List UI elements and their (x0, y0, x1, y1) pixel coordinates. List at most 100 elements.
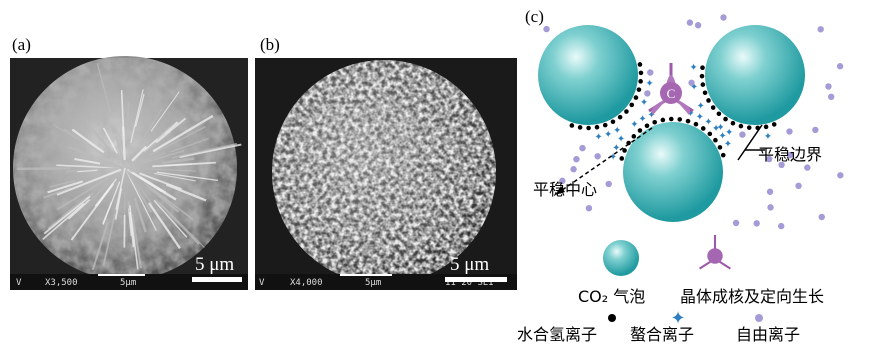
hydronium-dot (721, 153, 726, 158)
legend-label: 螯合离子 (630, 325, 694, 344)
chelate-star: ✦ (594, 132, 602, 143)
hydronium-dot (717, 112, 722, 117)
hydronium-dot (595, 125, 600, 130)
free-ion (687, 19, 693, 25)
legend-label: 水合氢离子 (517, 325, 597, 344)
hydronium-dot (731, 121, 736, 126)
free-ion (828, 94, 834, 100)
free-ion (644, 90, 650, 96)
hydronium-dot (772, 122, 777, 127)
free-ion (818, 26, 824, 32)
chelate-star: ✦ (617, 134, 625, 145)
free-ion (733, 220, 739, 226)
info-text: X3,500 (45, 278, 78, 288)
free-ion (767, 204, 773, 210)
hydronium-dot (713, 138, 718, 143)
crystal-letter: C (667, 86, 676, 101)
legend-hydronium (608, 314, 616, 322)
free-ion (812, 127, 818, 133)
free-ion (573, 156, 579, 162)
hydronium-dot (711, 105, 716, 110)
free-ion (825, 83, 831, 89)
free-ion (786, 128, 792, 134)
chelate-star: ✦ (724, 139, 732, 150)
free-ion (804, 164, 810, 170)
hydronium-dot (700, 74, 705, 79)
bubble (705, 25, 805, 125)
hydronium-dot (700, 65, 705, 70)
chelate-star: ✦ (764, 132, 772, 143)
hydronium-dot (706, 98, 711, 103)
free-ion (778, 223, 784, 229)
free-ion (767, 189, 773, 195)
hydronium-dot (618, 115, 623, 120)
chelate-star: ✦ (696, 101, 704, 112)
legend-crystal (700, 235, 731, 269)
free-ion (837, 172, 843, 178)
bubble (538, 25, 638, 125)
scale-label: 5 μm (195, 254, 234, 275)
free-ion (688, 80, 694, 86)
scale-bar (192, 277, 242, 282)
free-ion (837, 63, 843, 69)
panel-label: (b) (260, 35, 280, 54)
free-ion (795, 183, 801, 189)
hydronium-dot (669, 117, 674, 122)
chelate-star: ✦ (640, 97, 648, 108)
info-text: 5μm (120, 278, 136, 288)
free-ion (594, 153, 600, 159)
center-label: 平稳中心 (533, 180, 597, 199)
hydronium-dot (586, 126, 591, 131)
hydronium-dot (739, 124, 744, 129)
panel-label: (a) (12, 35, 31, 54)
hydronium-dot (629, 103, 634, 108)
hydronium-dot (701, 82, 706, 87)
hydronium-dot (677, 117, 682, 122)
info-text: V (259, 278, 265, 288)
hydronium-dot (632, 134, 637, 139)
panel-label: (c) (525, 7, 544, 26)
hydronium-dot (638, 62, 643, 67)
boundary-label: 平稳边界 (758, 145, 822, 164)
free-ion (570, 166, 576, 172)
legend-bubble (603, 240, 639, 276)
hydronium-dot (718, 145, 723, 150)
info-text: V (16, 278, 22, 288)
hydronium-dot (570, 123, 575, 128)
free-ion (754, 220, 760, 226)
free-ion (579, 145, 585, 151)
chelate-star: ✦ (604, 130, 612, 141)
free-ion (647, 69, 653, 75)
info-text: X4,000 (290, 278, 323, 288)
free-ion (739, 131, 745, 137)
hydronium-dot (639, 71, 644, 76)
hydronium-dot (764, 125, 769, 130)
hydronium-dot (619, 156, 624, 161)
hydronium-dot (723, 117, 728, 122)
hydronium-dot (637, 87, 642, 92)
chelate-star: ✦ (645, 78, 653, 89)
scale-label: 5 μm (450, 254, 489, 275)
hydronium-dot (634, 95, 639, 100)
scale-bar (445, 277, 507, 282)
hydronium-dot (747, 125, 752, 130)
free-ion (543, 26, 549, 32)
free-ion (605, 181, 611, 187)
hydronium-dot (603, 123, 608, 128)
chelate-star: ✦ (630, 119, 638, 130)
free-ion (720, 14, 726, 20)
legend-label: 自由离子 (736, 325, 800, 344)
legend-free (755, 314, 763, 322)
hydronium-dot (661, 118, 666, 123)
hydronium-dot (624, 109, 629, 114)
figure: (a) V X3,500 5μm 5 μm (b) V X4,000 5μm 1… (0, 0, 869, 344)
hydronium-dot (703, 90, 708, 95)
free-ion (819, 214, 825, 220)
chelate-star: ✦ (638, 114, 646, 125)
hydronium-dot (638, 79, 643, 84)
hydronium-dot (611, 119, 616, 124)
chelate-star: ✦ (696, 112, 704, 123)
free-ion (586, 205, 592, 211)
hydronium-dot (686, 119, 691, 124)
crystal: C (649, 63, 693, 115)
